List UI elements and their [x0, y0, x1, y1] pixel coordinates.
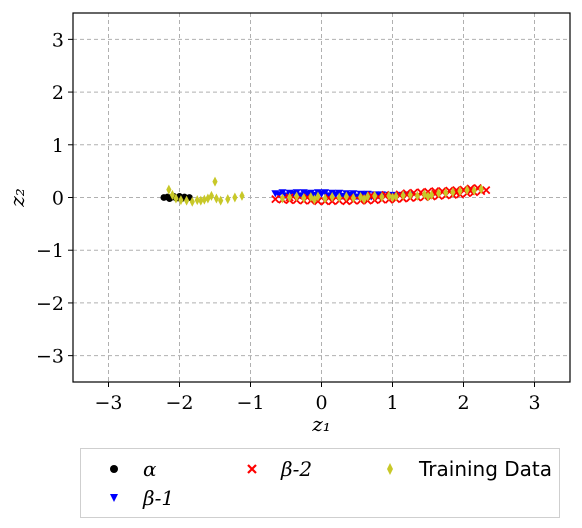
data-point — [329, 191, 335, 202]
data-point — [301, 193, 307, 204]
data-point — [365, 191, 371, 202]
data-point — [282, 192, 290, 200]
data-point — [343, 191, 349, 202]
data-point — [239, 190, 245, 201]
data-point — [464, 185, 470, 196]
y-tick-label: 0 — [52, 188, 64, 210]
data-point — [294, 191, 300, 202]
legend-item-beta-2: β-2 — [241, 456, 312, 482]
data-point — [478, 184, 484, 195]
y-tick-label: 3 — [52, 29, 64, 51]
data-point — [286, 192, 293, 203]
x-tick-label: 1 — [386, 392, 398, 414]
data-point — [428, 189, 435, 200]
data-point — [212, 176, 218, 187]
data-point — [189, 196, 195, 207]
data-point — [232, 192, 238, 203]
data-point — [357, 191, 364, 202]
data-point — [208, 190, 215, 201]
data-point — [372, 190, 378, 201]
data-point — [400, 190, 406, 201]
data-point — [173, 193, 179, 204]
data-point — [436, 188, 442, 199]
data-point — [425, 191, 431, 202]
legend-marker-alpha — [110, 465, 118, 473]
data-point — [414, 190, 420, 201]
data-point — [213, 193, 220, 204]
data-point — [389, 192, 396, 203]
data-point — [225, 194, 231, 205]
data-point — [336, 192, 342, 203]
data-point — [194, 195, 200, 206]
legend-item-alpha: α — [103, 456, 157, 482]
data-point — [315, 191, 321, 202]
data-point — [311, 194, 317, 205]
legend-label-beta-2: β-2 — [281, 457, 313, 481]
scatter-chart: −3 −2 −1 0 1 2 3 −3 −2 −1 0 1 2 3 z₁ z₂ — [5, 12, 571, 436]
x-tick-label: −3 — [94, 392, 122, 414]
data-point — [184, 195, 190, 206]
data-point — [274, 191, 283, 199]
data-point — [407, 189, 413, 200]
data-point — [361, 194, 367, 205]
data-point — [471, 185, 477, 196]
y-tick-label: −1 — [36, 240, 64, 262]
axis-ticks: −3 −2 −1 0 1 2 3 −3 −2 −1 0 1 2 3 — [36, 29, 541, 414]
x-tick-label: −2 — [165, 392, 193, 414]
y-tick-label: 1 — [52, 135, 64, 157]
data-point — [331, 191, 340, 199]
legend-item-beta-1: β-1 — [103, 485, 174, 511]
legend-item-training-data: Training Data — [379, 456, 552, 482]
x-tick-label: 3 — [528, 392, 540, 414]
data-point — [322, 193, 328, 204]
y-tick-label: 2 — [52, 82, 64, 104]
legend-label-alpha: α — [143, 457, 157, 481]
legend-marker-training-data — [387, 463, 393, 475]
data-point — [169, 189, 175, 200]
x-axis-label: z₁ — [311, 412, 331, 436]
legend-marker-beta-2 — [247, 464, 257, 474]
data-point — [457, 186, 463, 197]
data-point — [296, 192, 305, 200]
legend-label-training-data: Training Data — [419, 457, 553, 481]
data-point — [324, 192, 333, 200]
legend: α β-1 β-2 Training Data — [80, 448, 560, 518]
data-point — [198, 195, 204, 206]
data-point — [279, 193, 286, 204]
data-point — [178, 195, 184, 206]
data-point — [482, 185, 491, 195]
data-point — [345, 191, 354, 199]
x-tick-label: 0 — [315, 392, 327, 414]
data-point — [303, 190, 312, 198]
data-point — [450, 187, 456, 198]
data-point — [386, 190, 392, 201]
legend-marker-beta-1 — [110, 494, 118, 502]
data-point — [317, 190, 326, 198]
x-tick-label: 2 — [457, 392, 469, 414]
legend-label-beta-1: β-1 — [143, 486, 175, 510]
data-point — [393, 191, 399, 202]
y-tick-label: −3 — [36, 346, 64, 368]
data-point — [218, 195, 224, 206]
x-tick-label: −1 — [236, 392, 264, 414]
data-point — [443, 187, 449, 198]
data-point — [308, 191, 314, 202]
data-point — [350, 193, 357, 204]
y-axis-label: z₂ — [5, 188, 29, 208]
data-point — [166, 184, 172, 195]
data-points — [160, 176, 491, 207]
data-point — [271, 194, 280, 204]
data-point — [201, 194, 207, 205]
data-point — [379, 191, 385, 202]
y-tick-label: −2 — [36, 293, 64, 315]
